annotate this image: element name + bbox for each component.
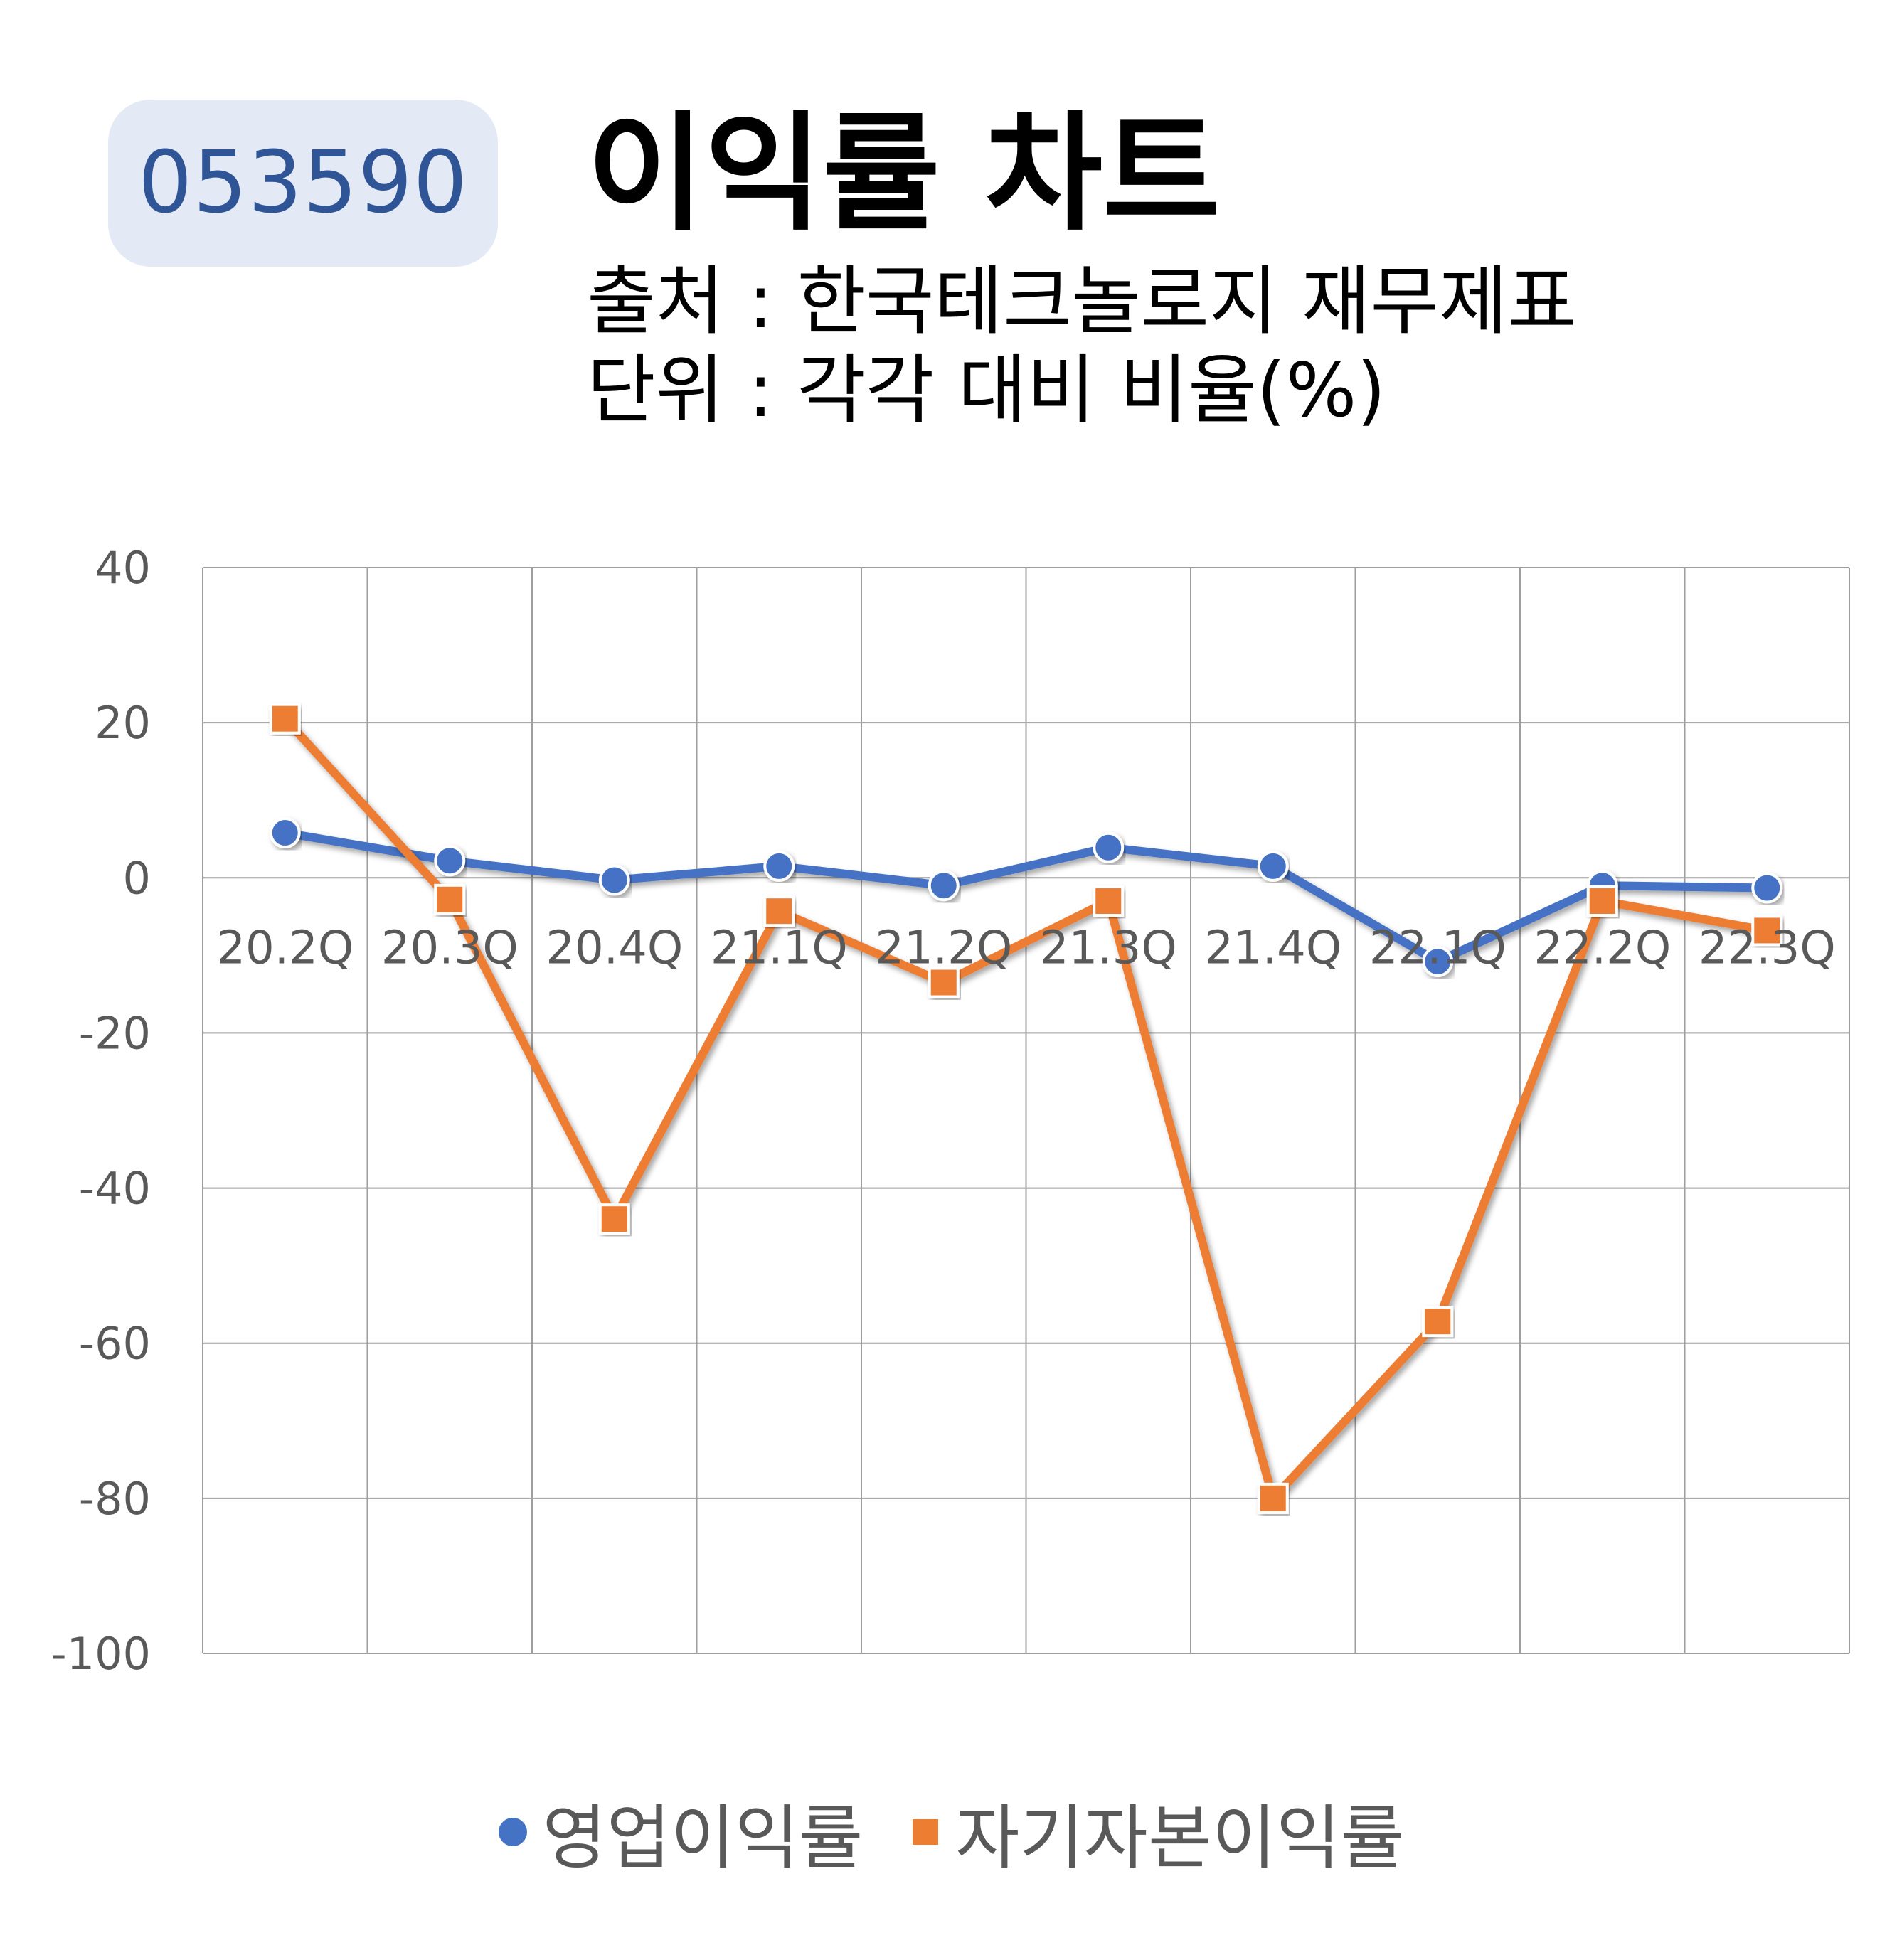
x-tick-label: 22.3Q — [1699, 922, 1836, 974]
legend: 영업이익률 자기자본이익률 — [0, 1781, 1897, 1882]
data-point-series-2 — [928, 966, 960, 998]
data-point-series-2 — [1586, 885, 1618, 917]
series-group — [269, 703, 1783, 1514]
legend-label: 자기자본이익률 — [955, 1798, 1405, 1879]
y-tick-label: 0 — [123, 852, 151, 904]
legend-item-roe: 자기자본이익률 — [905, 1781, 1404, 1882]
legend-label: 영업이익률 — [542, 1798, 864, 1879]
x-tick-label: 21.2Q — [875, 922, 1012, 974]
x-tick-label: 22.2Q — [1534, 922, 1671, 974]
y-axis-ticks: 40 20 0 -20 -40 -60 -80 -100 — [51, 542, 151, 1680]
x-tick-label: 20.3Q — [381, 922, 519, 974]
x-tick-label: 21.3Q — [1040, 922, 1177, 974]
data-point-series-2 — [1093, 885, 1125, 917]
data-point-series-1 — [763, 850, 795, 882]
y-tick-label: -80 — [79, 1473, 151, 1525]
series-line-1 — [284, 829, 1768, 966]
source-text: 출처 : 한국테크놀로지 재무제표 — [587, 258, 1577, 345]
x-tick-label: 20.4Q — [546, 922, 683, 974]
data-point-series-2 — [1751, 915, 1783, 947]
x-tick-label: 22.1Q — [1369, 922, 1507, 974]
y-tick-label: 20 — [95, 697, 151, 749]
y-tick-label: -60 — [79, 1318, 151, 1370]
data-point-series-2 — [434, 883, 466, 915]
legend-marker-circle — [493, 1816, 533, 1848]
grid-lines — [202, 567, 1850, 1654]
data-point-series-1 — [1751, 872, 1783, 904]
data-point-series-2 — [598, 1203, 630, 1235]
stock-code-badge: 053590 — [108, 100, 498, 267]
legend-marker-square — [905, 1817, 945, 1847]
series-line-2 — [282, 715, 1768, 1503]
data-point-series-2 — [269, 703, 301, 735]
data-point-series-2 — [1422, 1306, 1454, 1338]
stock-code: 053590 — [137, 134, 469, 233]
y-tick-label: -20 — [79, 1007, 151, 1059]
x-axis-ticks: 20.2Q 20.3Q 20.4Q 21.1Q 21.2Q 21.3Q 21.4Q 22.1Q… — [216, 922, 1835, 974]
x-tick-label: 20.2Q — [216, 922, 354, 974]
y-tick-label: -100 — [51, 1628, 151, 1680]
data-point-series-2 — [763, 895, 795, 927]
chart-title: 이익률 차트 — [587, 100, 1221, 248]
data-point-series-1 — [598, 864, 630, 896]
data-point-series-1 — [434, 845, 466, 877]
data-point-series-2 — [1257, 1482, 1289, 1514]
data-point-series-1 — [1093, 831, 1125, 863]
data-point-series-1 — [269, 817, 301, 849]
y-tick-label: 40 — [95, 542, 151, 594]
y-tick-label: -40 — [79, 1163, 151, 1215]
data-point-series-1 — [1257, 850, 1289, 882]
data-point-series-1 — [928, 870, 960, 902]
x-tick-label: 21.4Q — [1204, 922, 1341, 974]
data-point-series-1 — [1422, 946, 1454, 978]
x-tick-label: 21.1Q — [711, 922, 848, 974]
legend-item-operating-margin: 영업이익률 — [493, 1781, 864, 1882]
unit-text: 단위 : 각각 대비 비율(%) — [587, 347, 1386, 434]
